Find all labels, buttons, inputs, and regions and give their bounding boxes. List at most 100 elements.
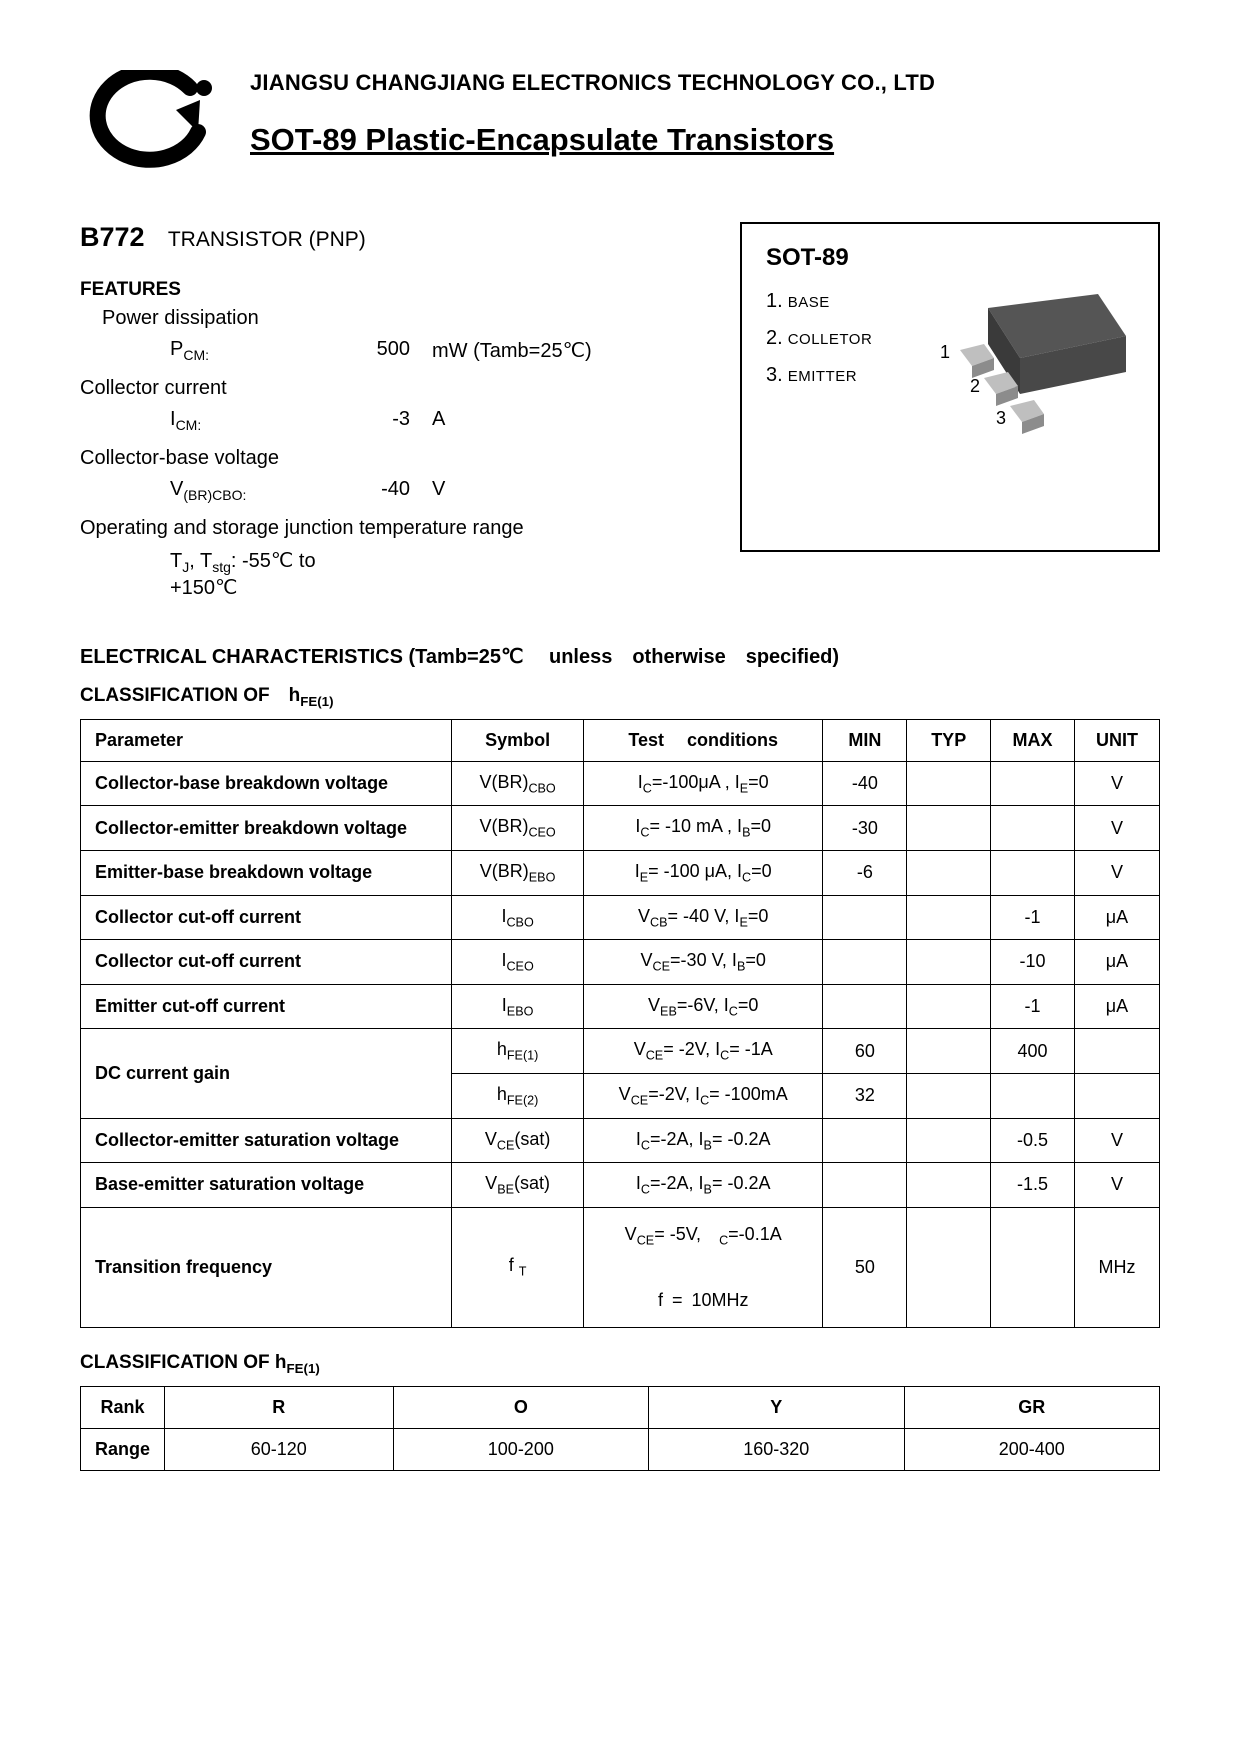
feature-value: -40	[340, 478, 410, 503]
max-cell	[991, 761, 1075, 806]
max-cell: -1	[991, 895, 1075, 940]
rank-cell: R	[165, 1386, 394, 1428]
max-cell: -10	[991, 940, 1075, 985]
unit-cell: μA	[1074, 984, 1159, 1029]
typ-cell	[907, 1029, 991, 1074]
param-cell: Collector-base breakdown voltage	[81, 761, 452, 806]
max-cell	[991, 1073, 1075, 1118]
min-cell	[823, 940, 907, 985]
feature-value-row: PCM:500mW (Tamb=25℃)	[170, 338, 700, 363]
conditions-cell: IE= -100 μA, IC=0	[583, 850, 823, 895]
table-header-cell: MAX	[991, 719, 1075, 761]
pin-name: COLLETOR	[788, 331, 873, 348]
unit-cell: MHz	[1074, 1207, 1159, 1327]
conditions-cell: VEB=-6V, IC=0	[583, 984, 823, 1029]
pin-marker-1: 1	[940, 342, 950, 363]
max-cell: 400	[991, 1029, 1075, 1074]
document-title: SOT-89 Plastic-Encapsulate Transistors	[250, 122, 1160, 158]
param-cell: DC current gain	[81, 1029, 452, 1118]
pin-name: EMITTER	[788, 368, 857, 385]
table-header-cell: TYP	[907, 719, 991, 761]
feature-value-row: TJ, Tstg: -55℃ to +150℃	[170, 548, 700, 600]
symbol-cell: V(BR)CBO	[452, 761, 584, 806]
max-cell	[991, 850, 1075, 895]
range-cell: 60-120	[165, 1428, 394, 1470]
table-row: Transition frequencyf TVCE= -5V, C=-0.1A…	[81, 1207, 1160, 1327]
rank-cell: GR	[904, 1386, 1160, 1428]
conditions-cell: VCE= -5V, C=-0.1Af = 10MHz	[583, 1207, 823, 1327]
typ-cell	[907, 1118, 991, 1163]
feature-value-row: V(BR)CBO:-40 V	[170, 478, 700, 503]
table-header-row: ParameterSymbolTest conditionsMINTYPMAXU…	[81, 719, 1160, 761]
package-image: 1 2 3	[930, 286, 1140, 456]
pin-name: BASE	[788, 294, 830, 311]
unit-cell: V	[1074, 761, 1159, 806]
min-cell: -30	[823, 806, 907, 851]
feature-symbol: PCM:	[170, 338, 340, 363]
table-row: Collector-base breakdown voltageV(BR)CBO…	[81, 761, 1160, 806]
typ-cell	[907, 806, 991, 851]
param-cell: Base-emitter saturation voltage	[81, 1163, 452, 1208]
unit-cell: μA	[1074, 940, 1159, 985]
elec-heading: ELECTRICAL CHARACTERISTICS (Tamb=25℃ unl…	[80, 644, 1160, 669]
rank-cell: O	[393, 1386, 648, 1428]
param-cell: Emitter-base breakdown voltage	[81, 850, 452, 895]
table-body: Collector-base breakdown voltageV(BR)CBO…	[81, 761, 1160, 1327]
header: JIANGSU CHANGJIANG ELECTRONICS TECHNOLOG…	[80, 70, 1160, 190]
company-logo	[80, 70, 220, 190]
feature-unit: V	[432, 478, 445, 503]
conditions-cell: IC= -10 mA , IB=0	[583, 806, 823, 851]
table-row: Collector cut-off currentICBOVCB= -40 V,…	[81, 895, 1160, 940]
unit-cell: V	[1074, 850, 1159, 895]
table-header-cell: Test conditions	[583, 719, 823, 761]
symbol-cell: VBE(sat)	[452, 1163, 584, 1208]
table-row: DC current gainhFE(1)VCE= -2V, IC= -1A60…	[81, 1029, 1160, 1074]
table-header-cell: Parameter	[81, 719, 452, 761]
param-cell: Transition frequency	[81, 1207, 452, 1327]
unit-cell: V	[1074, 806, 1159, 851]
feature-label: Collector-base voltage	[80, 447, 700, 470]
range-cell: 100-200	[393, 1428, 648, 1470]
min-cell: 50	[823, 1207, 907, 1327]
feature-value: -3	[340, 408, 410, 433]
unit-cell	[1074, 1029, 1159, 1074]
feature-symbol: ICM:	[170, 408, 340, 433]
part-description: TRANSISTOR (PNP)	[168, 228, 366, 251]
param-cell: Emitter cut-off current	[81, 984, 452, 1029]
param-cell: Collector-emitter breakdown voltage	[81, 806, 452, 851]
typ-cell	[907, 940, 991, 985]
min-cell	[823, 1163, 907, 1208]
unit-cell: V	[1074, 1118, 1159, 1163]
feature-symbol: V(BR)CBO:	[170, 478, 340, 503]
table-row: Base-emitter saturation voltageVBE(sat)I…	[81, 1163, 1160, 1208]
unit-cell	[1074, 1073, 1159, 1118]
part-row: B772 TRANSISTOR (PNP)	[80, 222, 700, 253]
company-name: JIANGSU CHANGJIANG ELECTRONICS TECHNOLOG…	[250, 70, 1160, 96]
feature-unit: A	[432, 408, 445, 433]
table-row: Collector-emitter saturation voltageVCE(…	[81, 1118, 1160, 1163]
feature-symbol: TJ, Tstg: -55℃ to +150℃	[170, 548, 340, 600]
symbol-cell: ICBO	[452, 895, 584, 940]
unit-cell: V	[1074, 1163, 1159, 1208]
conditions-cell: VCE=-2V, IC= -100mA	[583, 1073, 823, 1118]
conditions-cell: VCE=-30 V, IB=0	[583, 940, 823, 985]
rank-label-cell: Rank	[81, 1386, 165, 1428]
typ-cell	[907, 1207, 991, 1327]
conditions-cell: IC=-100μA , IE=0	[583, 761, 823, 806]
symbol-cell: V(BR)EBO	[452, 850, 584, 895]
features-list: Power dissipation PCM:500mW (Tamb=25℃) Col…	[80, 307, 700, 600]
range-cell: 200-400	[904, 1428, 1160, 1470]
left-column: B772 TRANSISTOR (PNP) FEATURES Power dis…	[80, 222, 700, 614]
feature-label: Power dissipation	[102, 307, 700, 330]
range-label-cell: Range	[81, 1428, 165, 1470]
pin-number: 3.	[766, 364, 783, 386]
conditions-cell: VCB= -40 V, IE=0	[583, 895, 823, 940]
max-cell: -1.5	[991, 1163, 1075, 1208]
symbol-cell: f T	[452, 1207, 584, 1327]
package-title: SOT-89	[766, 244, 1134, 272]
typ-cell	[907, 1073, 991, 1118]
min-cell	[823, 1118, 907, 1163]
typ-cell	[907, 1163, 991, 1208]
package-box: SOT-89 1. BASE2. COLLETOR3. EMITTER 1 2 …	[740, 222, 1160, 552]
header-text: JIANGSU CHANGJIANG ELECTRONICS TECHNOLOG…	[250, 70, 1160, 158]
